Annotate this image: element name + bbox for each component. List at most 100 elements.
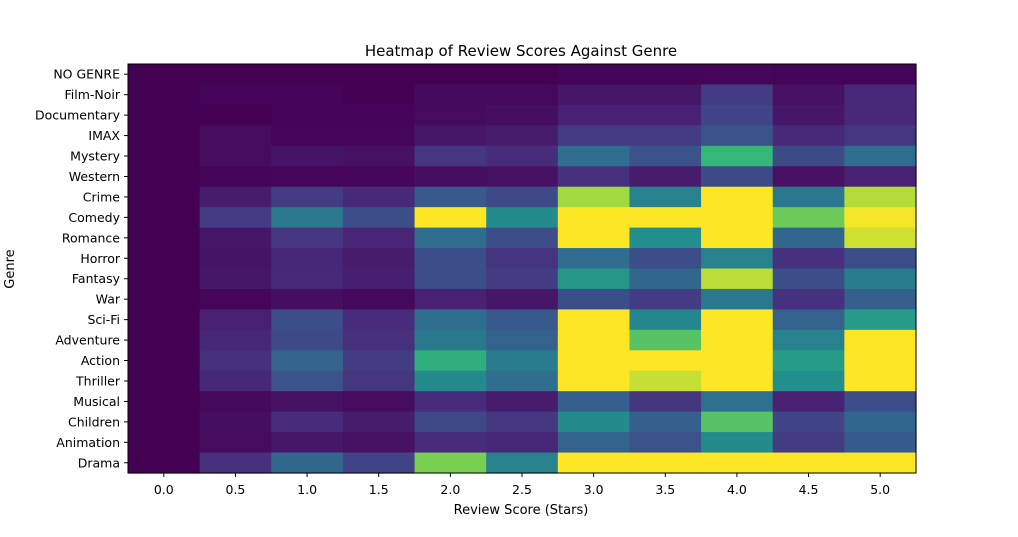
heatmap-cell	[128, 146, 200, 167]
heatmap-cell	[629, 105, 701, 126]
heatmap-cell	[629, 166, 701, 187]
heatmap-cell	[558, 371, 630, 392]
y-tick-label: Romance	[62, 230, 120, 245]
heatmap-cell	[558, 228, 630, 249]
heatmap-cell	[701, 228, 773, 249]
heatmap-cell	[844, 187, 916, 208]
heatmap-cell	[629, 289, 701, 310]
heatmap-cell	[844, 371, 916, 392]
heatmap-cell	[844, 412, 916, 433]
heatmap-cell	[128, 84, 200, 105]
heatmap-cell	[773, 84, 845, 105]
heatmap-cell	[701, 187, 773, 208]
heatmap-cell	[558, 269, 630, 290]
heatmap-cell	[486, 248, 558, 269]
heatmap-cell	[773, 371, 845, 392]
heatmap-cell	[415, 207, 487, 228]
heatmap-cell	[128, 330, 200, 351]
heatmap-cell	[271, 412, 343, 433]
x-axis-label: Review Score (Stars)	[454, 503, 589, 518]
heatmap-cell	[128, 412, 200, 433]
heatmap-cell	[844, 84, 916, 105]
heatmap-cell	[558, 64, 630, 85]
heatmap-cell	[701, 64, 773, 85]
heatmap-cell	[701, 289, 773, 310]
heatmap-cell	[486, 412, 558, 433]
heatmap-cell	[200, 84, 272, 105]
heatmap-cell	[415, 330, 487, 351]
heatmap-cell	[343, 269, 415, 290]
heatmap-cell	[558, 125, 630, 146]
heatmap-cell	[701, 269, 773, 290]
heatmap-cell	[558, 166, 630, 187]
heatmap-cell	[701, 412, 773, 433]
heatmap-cell	[558, 432, 630, 453]
heatmap-cell	[558, 84, 630, 105]
heatmap-cell	[558, 146, 630, 167]
heatmap-cell	[701, 207, 773, 228]
heatmap-cell	[773, 269, 845, 290]
heatmap-cell	[200, 228, 272, 249]
heatmap-cell	[128, 453, 200, 474]
heatmap-cell	[200, 391, 272, 412]
heatmap-cell	[629, 269, 701, 290]
heatmap-cell	[271, 269, 343, 290]
x-tick-label: 4.5	[799, 482, 819, 497]
heatmap-cell	[271, 432, 343, 453]
heatmap-cell	[486, 166, 558, 187]
heatmap-cell	[271, 309, 343, 330]
heatmap-cell	[271, 105, 343, 126]
heatmap-cell	[629, 412, 701, 433]
heatmap-cell	[844, 146, 916, 167]
heatmap-cell	[271, 248, 343, 269]
heatmap-cell	[200, 330, 272, 351]
heatmap-cell	[844, 309, 916, 330]
heatmap-cell	[415, 309, 487, 330]
heatmap-cell	[343, 289, 415, 310]
heatmap-cell	[629, 330, 701, 351]
heatmap-cell	[128, 350, 200, 371]
heatmap-cell	[844, 432, 916, 453]
heatmap-cell	[200, 166, 272, 187]
heatmap-cell	[773, 248, 845, 269]
heatmap-cell	[701, 84, 773, 105]
y-tick-label: Thriller	[75, 373, 121, 388]
heatmap-cell	[773, 289, 845, 310]
heatmap-cell	[558, 187, 630, 208]
heatmap-cell	[629, 371, 701, 392]
heatmap-cell	[415, 432, 487, 453]
heatmap-cell	[844, 289, 916, 310]
heatmap-cell	[128, 269, 200, 290]
heatmap-cell	[701, 391, 773, 412]
heatmap-cell	[486, 350, 558, 371]
y-tick-label: War	[96, 292, 121, 307]
y-tick-label: Sci-Fi	[87, 312, 120, 327]
y-tick-label: Musical	[73, 394, 120, 409]
heatmap-cell	[128, 64, 200, 85]
heatmap-cell	[629, 64, 701, 85]
heatmap-cell	[415, 269, 487, 290]
heatmap-cell	[773, 453, 845, 474]
heatmap-cell	[558, 289, 630, 310]
heatmap-cell	[773, 309, 845, 330]
y-axis-label: Genre	[3, 249, 18, 288]
heatmap-cell	[343, 432, 415, 453]
heatmap-cell	[271, 371, 343, 392]
heatmap-cell	[486, 125, 558, 146]
heatmap-cell	[773, 228, 845, 249]
heatmap-cell	[844, 228, 916, 249]
heatmap-cell	[558, 453, 630, 474]
heatmap-cell	[558, 248, 630, 269]
heatmap-cell	[128, 391, 200, 412]
y-tick-label: Action	[81, 353, 120, 368]
x-tick-label: 1.5	[369, 482, 389, 497]
heatmap-cell	[128, 309, 200, 330]
heatmap-cell	[200, 269, 272, 290]
heatmap-cell	[486, 187, 558, 208]
x-tick-label: 1.0	[297, 482, 317, 497]
y-tick-label: Children	[68, 414, 120, 429]
heatmap-cells	[128, 64, 917, 474]
heatmap-cell	[343, 187, 415, 208]
heatmap-cell	[415, 146, 487, 167]
